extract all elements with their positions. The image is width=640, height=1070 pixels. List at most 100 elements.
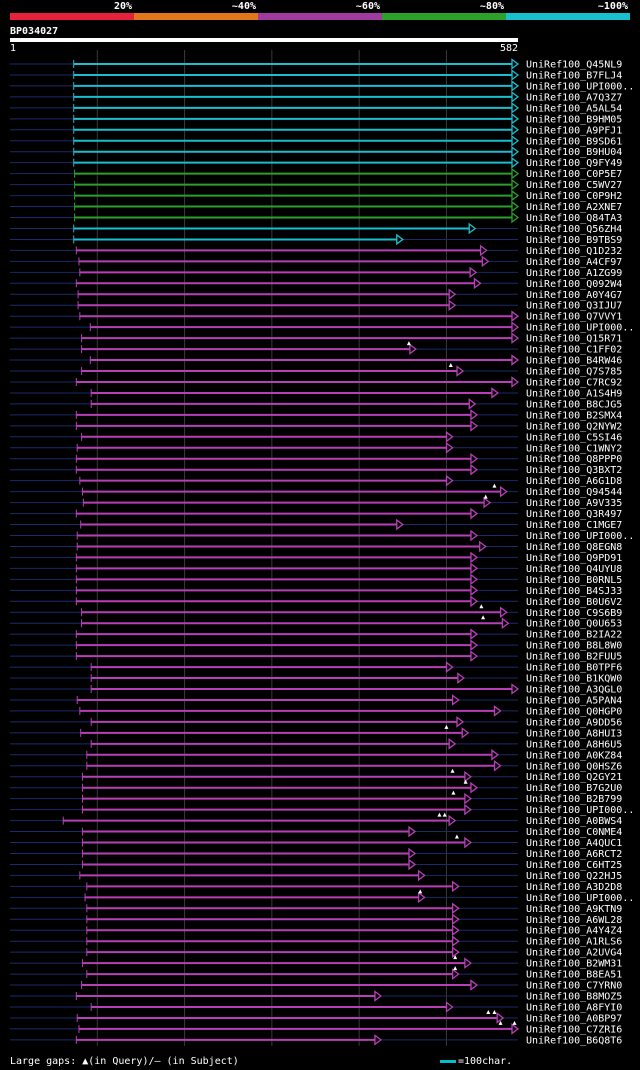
hit-label: UniRef100_B7FLJ4: [526, 70, 622, 81]
hit-label: UniRef100_C7RC92: [526, 377, 622, 388]
hit-label: UniRef100_B0TPF6: [526, 663, 622, 674]
hit-label: UniRef100_B0RNL5: [526, 575, 622, 586]
query-gap-marker: [512, 1020, 517, 1025]
hit-label: UniRef100_A5PAN4: [526, 695, 622, 706]
hit-arrow: [451, 968, 460, 980]
hit-label: UniRef100_A0KZ84: [526, 750, 622, 761]
hit-arrow: [451, 902, 460, 915]
hit-label: UniRef100_B8L8W0: [526, 641, 622, 652]
hit-label: UniRef100_UPI000..: [526, 323, 634, 334]
hit-arrow: [470, 650, 479, 662]
query-gap-marker: [453, 966, 458, 971]
hit-label: UniRef100_A4CF97: [526, 257, 622, 268]
hit-arrow: [468, 222, 477, 235]
hit-label: UniRef100_B2FUU5: [526, 652, 622, 663]
hit-arrow: [451, 935, 460, 948]
hit-label: UniRef100_A4QUC1: [526, 838, 622, 849]
hit-arrow: [374, 990, 383, 1002]
hit-arrow: [464, 836, 472, 849]
hit-arrow: [468, 398, 477, 410]
query-gap-marker: [492, 1009, 497, 1014]
query-gap-marker: [453, 955, 458, 960]
hit-arrow: [511, 321, 520, 333]
hit-arrow: [451, 913, 460, 926]
hit-arrow: [408, 847, 417, 860]
hit-arrow: [511, 1023, 520, 1035]
hit-arrow: [511, 91, 520, 103]
hit-arrow: [470, 979, 479, 991]
hit-label: UniRef100_A9DD56: [526, 717, 622, 728]
hit-arrow: [469, 266, 478, 279]
legend-segment: [258, 13, 382, 20]
query-gap-marker: [451, 790, 456, 795]
legend-segment: [134, 13, 258, 20]
hit-label: UniRef100_B9HM05: [526, 114, 622, 125]
hit-arrow: [511, 80, 520, 92]
hit-arrow: [417, 869, 426, 882]
hit-label: UniRef100_A1ZG99: [526, 268, 622, 279]
hit-label: UniRef100_Q3BXT2: [526, 465, 622, 476]
hit-label: UniRef100_Q15R71: [526, 334, 622, 345]
hit-arrow: [470, 452, 479, 465]
hit-label: UniRef100_B0U6V2: [526, 597, 622, 608]
hit-arrow: [511, 167, 520, 180]
hit-arrow: [470, 628, 479, 640]
hit-label: UniRef100_UPI000..: [526, 893, 634, 904]
hit-arrow: [470, 507, 479, 520]
hit-label: UniRef100_C6HT25: [526, 860, 622, 871]
query-end-label: 582: [499, 43, 518, 54]
legend-segment: [382, 13, 506, 20]
hit-arrow: [470, 781, 479, 794]
hit-arrow: [500, 485, 508, 498]
hit-label: UniRef100_B4SJ33: [526, 586, 622, 597]
hit-arrow: [511, 58, 520, 70]
hit-label: UniRef100_B8MOZ5: [526, 992, 622, 1003]
hit-label: UniRef100_Q3R497: [526, 509, 622, 520]
hit-label: UniRef100_B9SD61: [526, 136, 622, 147]
hit-label: UniRef100_B8CJG5: [526, 399, 622, 410]
hit-label: UniRef100_B9TBS9: [526, 235, 622, 246]
hit-arrow: [464, 803, 472, 816]
hit-label: UniRef100_Q0HGP0: [526, 706, 622, 717]
hit-label: UniRef100_Q8PPP0: [526, 454, 622, 465]
hit-label: UniRef100_C7ZRI6: [526, 1024, 622, 1035]
hit-label: UniRef100_Q8EGN8: [526, 542, 622, 553]
hit-label: UniRef100_B6Q8T6: [526, 1035, 622, 1046]
hit-arrow: [396, 233, 404, 246]
hit-label: UniRef100_UPI000..: [526, 805, 634, 816]
hit-label: UniRef100_Q4UYU8: [526, 564, 622, 575]
legend-segment: [506, 13, 630, 20]
hit-arrow: [470, 584, 479, 597]
hit-label: UniRef100_A0BP97: [526, 1013, 622, 1024]
hit-label: UniRef100_Q22HJ5: [526, 871, 622, 882]
hit-label: UniRef100_A9KTN9: [526, 904, 622, 915]
query-gap-marker: [454, 834, 459, 839]
hit-arrow: [491, 748, 500, 761]
hit-label: UniRef100_Q7VVY1: [526, 312, 622, 323]
hit-arrow: [464, 770, 472, 783]
hit-arrow: [448, 288, 457, 301]
legend-label: ~100%: [597, 1, 628, 12]
hit-arrow: [511, 123, 520, 136]
hit-label: UniRef100_A8HUI3: [526, 728, 622, 739]
hit-arrow: [511, 332, 520, 344]
hit-arrow: [473, 277, 482, 290]
hit-arrow: [470, 409, 479, 421]
hit-arrow: [445, 474, 454, 487]
hit-label: UniRef100_UPI000..: [526, 81, 634, 92]
hit-label: UniRef100_C0NME4: [526, 827, 622, 838]
hit-label: UniRef100_B2IA22: [526, 630, 622, 641]
hit-label: UniRef100_B1KQW0: [526, 674, 622, 685]
query-gap-marker: [463, 779, 468, 784]
hit-arrow: [500, 606, 508, 619]
hit-label: UniRef100_A2XNE7: [526, 202, 622, 213]
hit-label: UniRef100_Q45NL9: [526, 60, 622, 71]
hit-arrow: [470, 551, 479, 564]
hit-arrow: [511, 354, 520, 366]
hit-arrow: [511, 310, 520, 322]
query-gap-marker: [492, 483, 497, 488]
legend-label: ~60%: [355, 1, 380, 12]
query-gap-marker: [486, 1009, 491, 1014]
scale-text: =100char.: [458, 1056, 513, 1067]
